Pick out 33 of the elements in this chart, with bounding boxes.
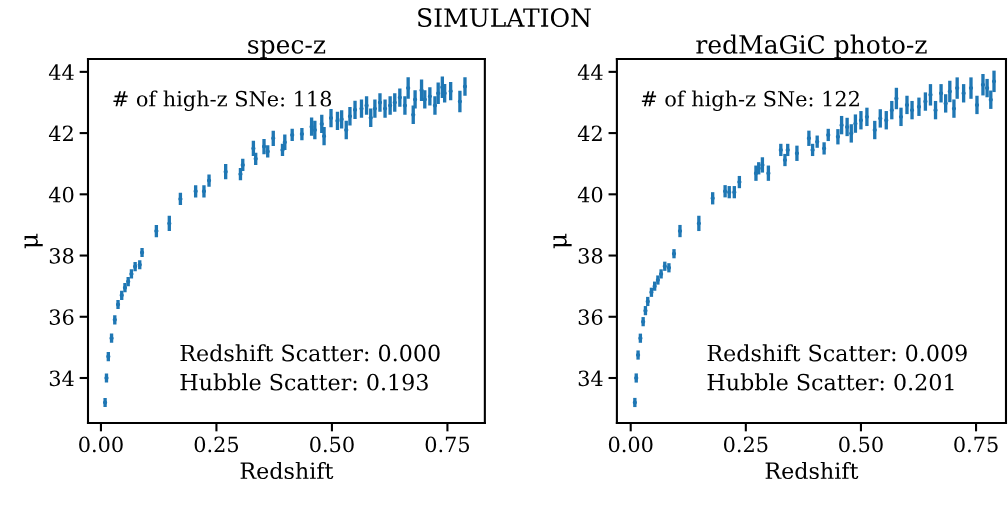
y-tick-label: 34 xyxy=(49,370,74,387)
x-tick-label: 0.75 xyxy=(954,436,998,453)
y-tick-label: 40 xyxy=(48,186,74,203)
annotation: # of high-z SNe: 118 xyxy=(113,90,332,111)
y-tick-label: 34 xyxy=(578,370,603,387)
annotation: Redshift Scatter: 0.000 xyxy=(180,344,440,362)
x-axis-title: Redshift xyxy=(240,461,334,480)
y-tick-label: 36 xyxy=(49,309,74,325)
y-tick-label: 40 xyxy=(577,186,603,203)
x-tick-label: 0.25 xyxy=(194,436,239,453)
x-tick-label: 0.50 xyxy=(310,436,354,453)
y-axis-title: μ xyxy=(553,233,572,249)
y-tick-label: 42 xyxy=(577,125,602,142)
y-tick-label: 42 xyxy=(48,125,73,142)
annotation: # of high-z SNe: 122 xyxy=(641,90,859,111)
text: SIMULATION xyxy=(418,8,591,27)
x-tick-label: 0.25 xyxy=(724,436,768,453)
x-tick-label: 0.50 xyxy=(839,436,883,453)
x-tick-label: 0.00 xyxy=(608,436,653,453)
annotation: Hubble Scatter: 0.193 xyxy=(180,373,428,391)
annotation: Hubble Scatter: 0.201 xyxy=(707,373,954,391)
x-tick-label: 0.75 xyxy=(425,436,470,453)
y-tick-label: 36 xyxy=(578,309,603,325)
x-tick-label: 0.00 xyxy=(79,436,123,453)
chart-title: spec-z xyxy=(248,40,326,59)
y-tick-label: 44 xyxy=(48,64,74,80)
x-axis-title: Redshift xyxy=(765,461,859,480)
y-axis-title: μ xyxy=(24,233,43,249)
chart-title: redMaGiC photo-z xyxy=(696,34,927,59)
y-tick-label: 38 xyxy=(49,247,74,264)
y-tick-label: 44 xyxy=(577,64,603,80)
y-tick-label: 38 xyxy=(578,247,603,264)
annotation: Redshift Scatter: 0.009 xyxy=(707,344,967,362)
